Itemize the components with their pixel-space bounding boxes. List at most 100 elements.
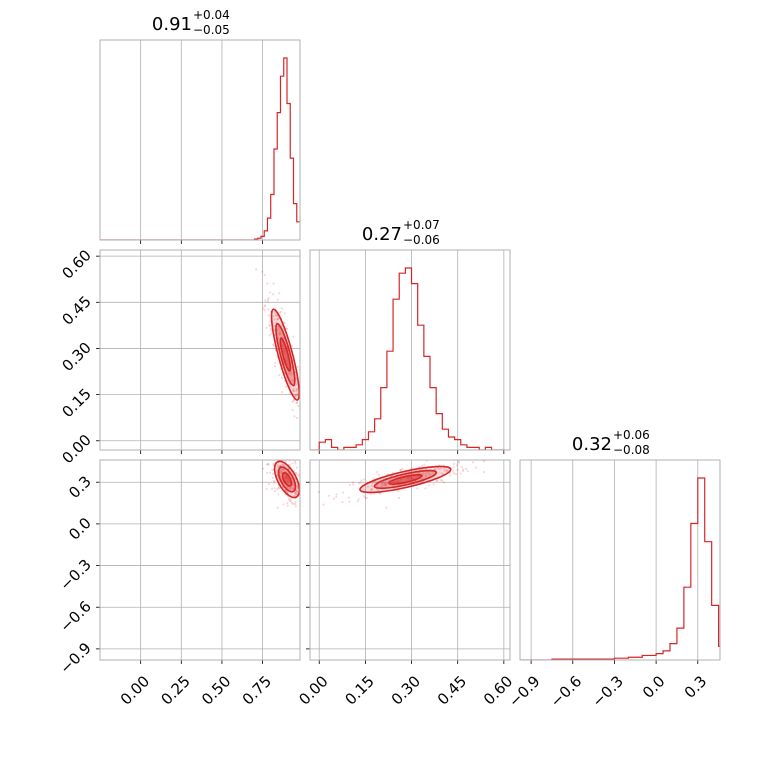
panel-title-value: 0.27	[362, 224, 402, 245]
scatter-point	[285, 478, 288, 481]
scatter-point	[335, 493, 338, 496]
scatter-point	[300, 491, 302, 493]
scatter-point	[373, 480, 376, 483]
scatter-point	[262, 307, 265, 310]
scatter-point	[448, 474, 451, 477]
scatter-point	[279, 464, 282, 467]
scatter-point	[288, 372, 291, 375]
panel-frame	[99, 39, 301, 241]
scatter-point	[312, 436, 314, 438]
scatter-point	[363, 495, 366, 498]
scatter-point	[360, 479, 363, 482]
scatter-point	[287, 478, 290, 481]
scatter-point	[295, 493, 298, 496]
panel-2-1: 0.00 0.15 0.30 0.45 0.60	[295, 451, 516, 709]
scatter-point	[306, 423, 308, 425]
scatter-point	[284, 476, 288, 479]
scatter-point	[271, 468, 274, 472]
y-tick-label: −0.9	[56, 639, 94, 677]
scatter-point	[291, 462, 294, 465]
scatter-point	[385, 506, 388, 509]
scatter-point	[291, 400, 294, 403]
scatter-point	[294, 394, 297, 397]
scatter-point	[457, 460, 460, 463]
y-tick-label: 0.3	[65, 472, 95, 502]
scatter-point	[294, 462, 297, 465]
scatter-point	[386, 482, 389, 485]
scatter-point	[273, 361, 277, 365]
scatter-point	[280, 463, 284, 466]
x-tick-label: 0.30	[388, 672, 424, 708]
scatter-point	[305, 380, 307, 382]
scatter-point	[272, 293, 275, 296]
scatter-point	[348, 483, 351, 486]
scatter-point	[278, 311, 281, 314]
scatter-point	[281, 468, 284, 471]
x-tick-label: 0.25	[157, 672, 193, 708]
scatter-point	[276, 318, 279, 321]
scatter-point	[284, 460, 287, 463]
x-tick-label: 0.50	[198, 672, 234, 708]
scatter-point	[292, 488, 295, 491]
scatter-point	[296, 492, 299, 495]
scatter-point	[395, 479, 399, 483]
y-tick-label: 0.0	[65, 514, 95, 544]
scatter-point	[295, 401, 298, 405]
scatter-point	[286, 363, 289, 366]
contour-3	[279, 337, 292, 372]
scatter-point	[301, 374, 303, 376]
scatter-point	[392, 481, 395, 484]
scatter-point	[262, 467, 265, 470]
scatter-point	[452, 472, 456, 475]
scatter-point	[408, 477, 411, 480]
scatter-point	[295, 401, 299, 404]
scatter-point	[266, 463, 270, 466]
scatter-point	[466, 470, 469, 473]
panel-frame	[309, 459, 511, 661]
scatter-point	[380, 483, 383, 486]
scatter-point	[265, 463, 268, 466]
scatter-point	[289, 487, 292, 490]
scatter-point	[268, 291, 271, 294]
scatter-point	[280, 376, 284, 379]
contour-3	[281, 472, 293, 487]
scatter-point	[292, 389, 296, 392]
scatter-point	[280, 453, 282, 455]
scatter-point	[301, 395, 303, 397]
panel-content	[262, 451, 305, 509]
panel-title-minus: −0.05	[193, 23, 230, 37]
scatter-point	[294, 503, 297, 506]
scatter-point	[370, 489, 373, 492]
scatter-point	[303, 410, 305, 412]
scatter-point	[272, 451, 274, 453]
scatter-point	[268, 471, 272, 474]
scatter-point	[277, 493, 280, 496]
scatter-point	[286, 327, 289, 331]
scatter-point	[285, 475, 288, 479]
scatter-point	[301, 382, 303, 384]
scatter-point	[399, 468, 403, 472]
scatter-point	[284, 350, 287, 353]
scatter-point	[277, 317, 280, 320]
scatter-point	[276, 318, 279, 321]
scatter-point	[471, 451, 473, 453]
scatter-point	[364, 496, 367, 500]
x-tick-label: 0.00	[117, 672, 153, 708]
scatter-point	[302, 397, 304, 399]
scatter-point	[359, 481, 362, 484]
scatter-point	[303, 496, 305, 498]
scatter-point	[300, 474, 302, 476]
scatter-point	[280, 468, 283, 471]
scatter-point	[287, 362, 290, 365]
x-tick-label: 0.45	[434, 672, 470, 708]
scatter-point	[271, 472, 274, 475]
scatter-point	[265, 326, 268, 329]
scatter-point	[383, 483, 386, 486]
scatter-point	[307, 423, 309, 425]
scatter-point	[277, 455, 279, 457]
scatter-point	[453, 462, 456, 466]
scatter-point	[461, 469, 465, 472]
scatter-point	[287, 479, 290, 482]
scatter-point	[265, 471, 269, 475]
scatter-point	[286, 480, 289, 484]
